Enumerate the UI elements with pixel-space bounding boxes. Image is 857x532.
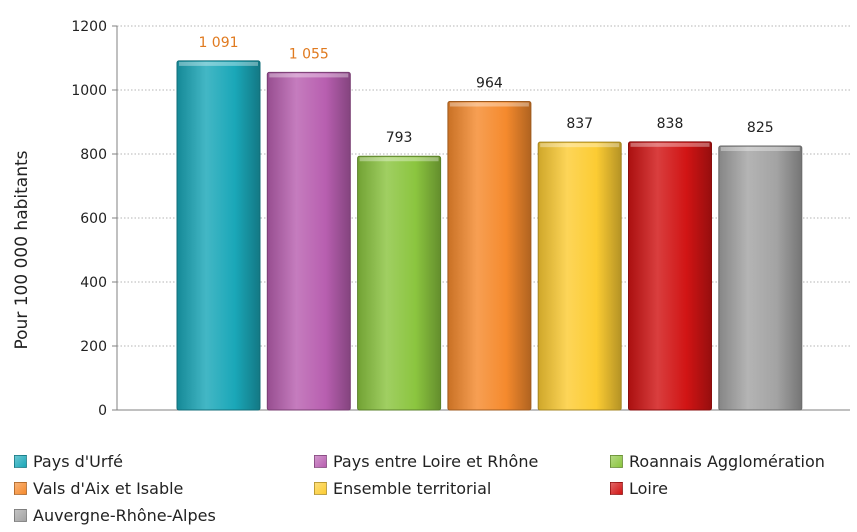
legend-label: Pays d'Urfé [33, 452, 123, 471]
y-tick-label: 0 [98, 403, 107, 419]
bar [266, 71, 351, 411]
legend-label: Pays entre Loire et Rhône [333, 452, 539, 471]
bar-top-highlight [630, 142, 710, 147]
legend-item: Roannais Agglomération [610, 452, 825, 471]
y-tick-label: 600 [80, 211, 107, 227]
y-tick-label: 800 [80, 147, 107, 163]
legend-item: Pays entre Loire et Rhône [314, 452, 538, 471]
bars [176, 60, 803, 411]
legend-item: Auvergne-Rhône-Alpes [14, 506, 216, 525]
bar-top-highlight [269, 73, 349, 78]
legend-item: Vals d'Aix et Isable [14, 479, 183, 498]
y-tick-label: 1000 [71, 83, 107, 99]
bar [357, 155, 442, 411]
legend-item: Pays d'Urfé [14, 452, 123, 471]
legend-swatch [314, 482, 327, 495]
bar [628, 141, 712, 411]
legend-swatch [610, 455, 623, 468]
bar [176, 60, 261, 411]
legend-item: Loire [610, 479, 668, 498]
legend-swatch [14, 509, 27, 522]
legend-swatch [14, 455, 27, 468]
bar-top-highlight [179, 61, 258, 66]
bar-top-highlight [720, 147, 800, 151]
data-label: 825 [747, 120, 774, 136]
bar-top-highlight [449, 102, 529, 107]
data-label: 838 [657, 116, 684, 132]
legend-label: Loire [629, 479, 668, 498]
axes: 0 200 400 600 800 1000 1200 [71, 19, 850, 419]
data-label: 793 [386, 130, 413, 146]
legend-swatch [314, 455, 327, 468]
legend-swatch [14, 482, 27, 495]
y-tick-label: 400 [80, 275, 107, 291]
bar [537, 141, 622, 411]
legend-label: Vals d'Aix et Isable [33, 479, 184, 498]
legend-swatch [610, 482, 623, 495]
legend-label: Roannais Agglomération [629, 452, 825, 471]
bar [447, 101, 532, 411]
data-label: 1 091 [198, 35, 238, 51]
legend-label: Auvergne-Rhône-Alpes [33, 506, 216, 525]
data-label: 1 055 [289, 46, 329, 62]
bar [718, 145, 803, 411]
legend-label: Ensemble territorial [333, 479, 492, 498]
bar-top-highlight [359, 157, 439, 162]
y-tick-label: 200 [80, 339, 107, 355]
y-axis-label: Pour 100 000 habitants [12, 150, 32, 349]
legend-item: Ensemble territorial [314, 479, 491, 498]
data-label: 964 [476, 76, 503, 92]
y-tick-label: 1200 [71, 19, 107, 35]
bar-top-highlight [540, 143, 620, 148]
bar-chart: 0 200 400 600 800 1000 1200 1 091 1 055 793 964 83… [12, 19, 850, 419]
data-label: 837 [566, 116, 593, 132]
data-labels: 1 091 1 055 793 964 837 838 825 [198, 35, 773, 146]
